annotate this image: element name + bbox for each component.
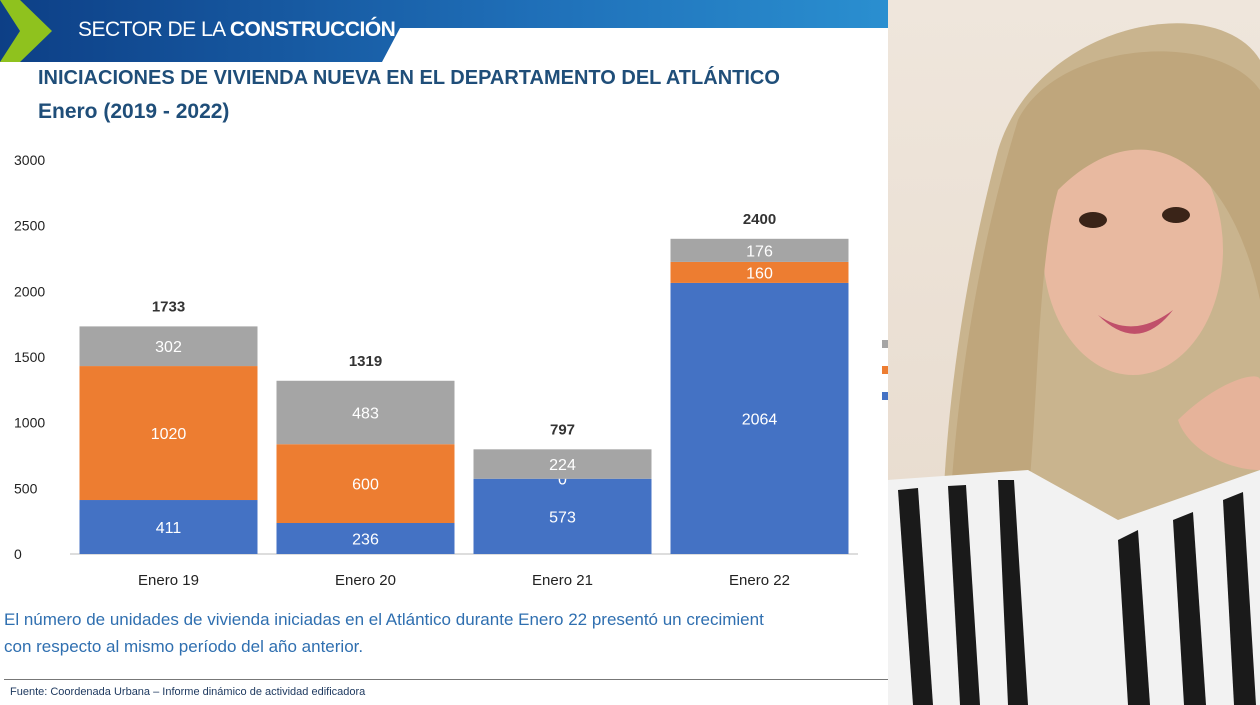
y-tick-label: 1500: [14, 349, 45, 365]
total-label: 2400: [743, 211, 776, 228]
bar-segment: [276, 523, 455, 554]
paragraph-line-1: El número de unidades de vivienda inicia…: [4, 610, 764, 629]
bar-segment: [670, 238, 849, 262]
data-label: 600: [352, 477, 379, 494]
data-label: 483: [352, 405, 379, 422]
y-tick-label: 500: [14, 480, 38, 496]
data-label: 2064: [742, 411, 778, 428]
legend-swatch: [882, 366, 888, 374]
source-note: Fuente: Coordenada Urbana – Informe diná…: [10, 686, 366, 698]
chart-subtitle: Enero (2019 - 2022): [38, 100, 230, 123]
legend-swatch: [882, 392, 888, 400]
banner-title: SECTOR DE LA CONSTRUCCIÓN: [78, 18, 396, 42]
bar-segment: [276, 380, 455, 445]
data-label: 160: [746, 265, 773, 282]
data-label: 224: [549, 457, 576, 474]
y-tick-label: 1000: [14, 415, 45, 431]
paragraph-line-2: con respecto al mismo período del año an…: [4, 637, 364, 656]
total-label: 1733: [152, 298, 185, 315]
bar-segment: [670, 282, 849, 554]
data-label: 302: [155, 339, 182, 356]
slide: SECTOR DE LA CONSTRUCCIÓN INICIACIONES D…: [0, 0, 888, 698]
legend-swatch: [882, 340, 888, 348]
divider: [4, 679, 888, 680]
person-illustration: [888, 23, 1260, 705]
data-label: 573: [549, 509, 576, 526]
x-tick-label: Enero 22: [729, 572, 790, 589]
stacked-bar-chart: 0 500 1000 1500 2000 2500 3000 411 1020 302 1733 En…: [14, 152, 888, 589]
x-tick-label: Enero 19: [138, 572, 199, 589]
x-tick-label: Enero 21: [532, 572, 593, 589]
y-tick-label: 2500: [14, 218, 45, 234]
chart-title: INICIACIONES DE VIVIENDA NUEVA EN EL DEP…: [38, 67, 780, 89]
data-label: 1020: [151, 426, 187, 443]
person-photo: [888, 0, 1260, 705]
bar-segment: [670, 261, 849, 283]
total-label: 797: [550, 421, 575, 438]
bar-segment: [79, 500, 258, 554]
y-tick-label: 0: [14, 546, 22, 562]
data-label: 411: [156, 520, 182, 537]
y-tick-label: 2000: [14, 283, 45, 299]
bar-segment: [473, 478, 652, 554]
y-tick-label: 3000: [14, 152, 45, 168]
data-label: 236: [352, 532, 379, 549]
banner-bold: CONSTRUCCIÓN: [229, 18, 396, 41]
bar-segment: [276, 444, 455, 524]
bar-segment: [473, 449, 652, 479]
total-label: 1319: [349, 353, 382, 370]
x-tick-label: Enero 20: [335, 572, 396, 589]
data-label: 0: [558, 472, 567, 489]
banner-regular: SECTOR DE LA: [78, 18, 230, 41]
bar-segment: [79, 366, 258, 501]
data-label: 176: [746, 243, 773, 260]
bar-segment: [79, 326, 258, 367]
